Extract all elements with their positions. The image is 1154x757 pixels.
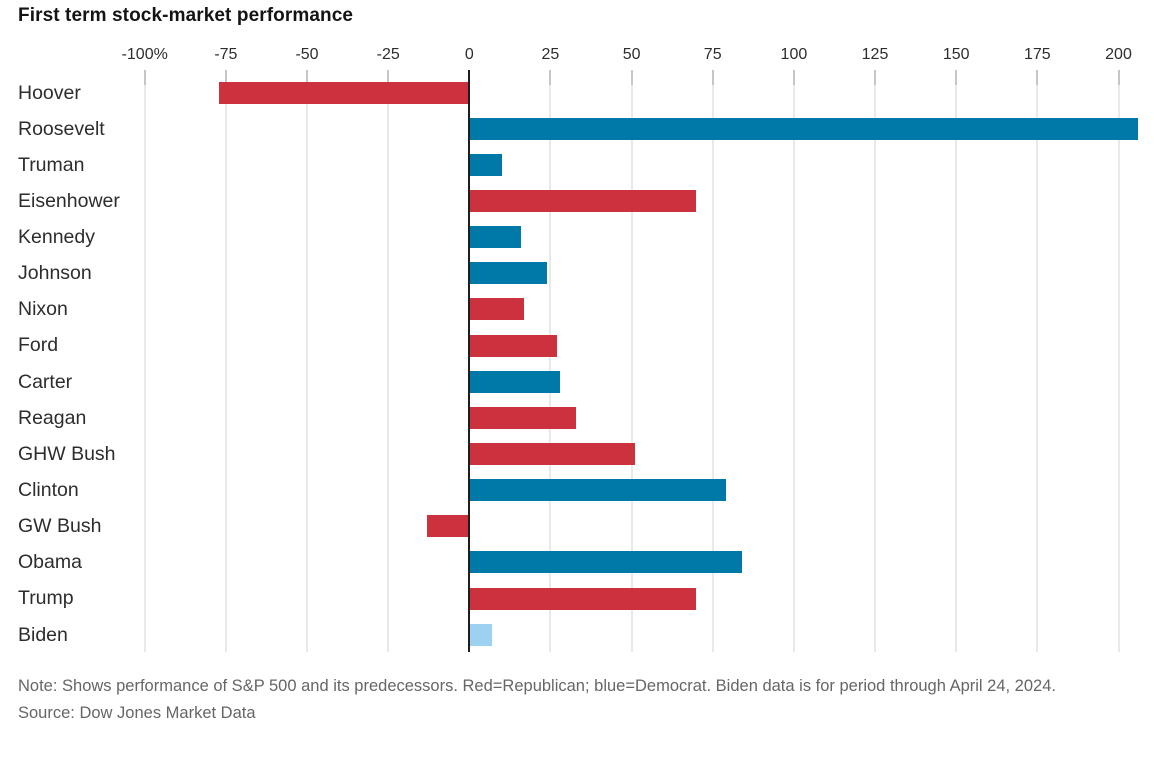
gridline — [630, 70, 633, 652]
row-label-nixon: Nixon — [18, 298, 68, 321]
bar-nixon — [469, 298, 525, 321]
bar-eisenhower — [469, 189, 697, 212]
x-tick-label: 0 — [464, 46, 474, 63]
x-tick-label: 75 — [703, 46, 722, 63]
gridline — [792, 70, 795, 652]
bar-carter — [469, 370, 561, 393]
bar-johnson — [469, 262, 548, 285]
x-tick-label: 100 — [780, 46, 808, 63]
x-tick-label: -25 — [376, 46, 400, 63]
axis-tick — [711, 70, 714, 85]
chart-footer: Note: Shows performance of S&P 500 and i… — [18, 673, 1081, 727]
bar-hoover — [219, 81, 470, 104]
row-label-gw-bush: GW Bush — [18, 515, 102, 538]
bar-obama — [469, 551, 742, 574]
axis-tick — [387, 70, 390, 85]
bar-gw-bush — [427, 515, 470, 538]
row-label-carter: Carter — [18, 370, 73, 393]
gridline — [874, 70, 876, 652]
row-label-eisenhower: Eisenhower — [18, 189, 120, 212]
row-label-ford: Ford — [18, 334, 59, 357]
gridline — [387, 70, 390, 652]
bar-ghw-bush — [469, 442, 635, 465]
row-label-clinton: Clinton — [18, 479, 79, 502]
bar-trump — [469, 587, 697, 610]
zero-baseline — [468, 70, 471, 652]
chart-title: First term stock-market performance — [18, 5, 354, 26]
x-tick-label: 50 — [622, 46, 641, 63]
bar-kennedy — [469, 226, 522, 249]
axis-tick — [955, 70, 958, 85]
x-tick-label: 125 — [861, 46, 889, 63]
x-tick-label: 25 — [541, 46, 560, 63]
axis-tick — [549, 70, 552, 85]
row-label-kennedy: Kennedy — [18, 226, 95, 249]
bar-ford — [469, 334, 557, 357]
axis-tick — [1036, 70, 1039, 85]
x-tick-label: -50 — [295, 46, 319, 63]
row-label-obama: Obama — [18, 551, 82, 574]
axis-tick — [792, 70, 795, 85]
row-label-biden: Biden — [18, 623, 68, 646]
axis-tick — [1117, 70, 1120, 85]
axis-tick — [224, 70, 227, 85]
gridline — [143, 70, 146, 652]
bar-truman — [469, 153, 502, 176]
x-tick-label: 150 — [942, 46, 970, 63]
gridline — [1036, 70, 1039, 652]
row-label-trump: Trump — [18, 587, 74, 610]
gridline — [306, 70, 308, 652]
axis-tick — [306, 70, 308, 85]
x-tick-label: -100% — [121, 46, 168, 63]
note-text: Note: Shows performance of S&P 500 and i… — [18, 677, 1056, 695]
x-tick-label: 175 — [1023, 46, 1051, 63]
gridline — [224, 70, 227, 652]
bar-clinton — [469, 479, 726, 501]
x-tick-label: -75 — [214, 46, 238, 63]
gridline — [1117, 70, 1120, 652]
row-label-johnson: Johnson — [18, 262, 92, 285]
gridline — [955, 70, 958, 652]
row-label-ghw-bush: GHW Bush — [18, 442, 116, 465]
axis-tick — [143, 70, 146, 85]
axis-tick — [874, 70, 876, 85]
source-text: Source: Dow Jones Market Data — [18, 704, 256, 722]
bar-biden — [469, 623, 492, 646]
x-tick-label: 200 — [1105, 46, 1132, 63]
axis-tick — [630, 70, 633, 85]
gridline — [711, 70, 714, 652]
bar-reagan — [469, 406, 577, 429]
row-label-truman: Truman — [18, 153, 85, 176]
bar-roosevelt — [469, 117, 1138, 140]
row-label-roosevelt: Roosevelt — [18, 117, 105, 140]
gridline — [549, 70, 552, 652]
row-label-hoover: Hoover — [18, 81, 81, 104]
row-label-reagan: Reagan — [18, 406, 87, 429]
